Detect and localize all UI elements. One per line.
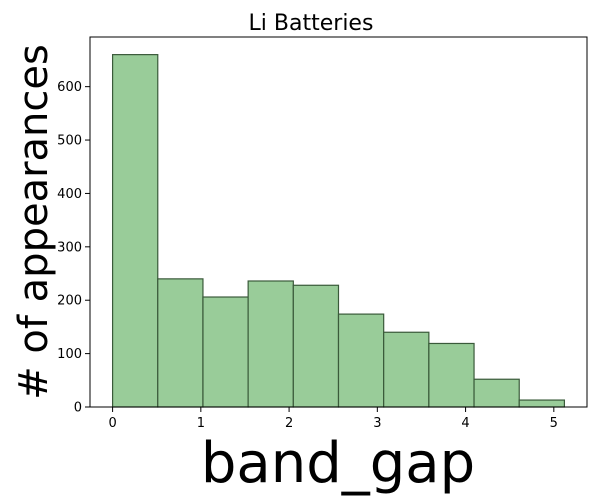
histogram-bar-9 xyxy=(473,378,520,408)
y-tick-label: 0 xyxy=(74,401,82,416)
y-tick-label: 500 xyxy=(57,134,82,149)
histogram-bar-3 xyxy=(202,296,249,408)
y-tick-label: 300 xyxy=(57,240,82,255)
histogram-bar-4 xyxy=(247,280,294,408)
x-tick-label: 5 xyxy=(550,416,558,431)
y-tick-label: 400 xyxy=(57,187,82,202)
plot-area-frame xyxy=(89,36,588,408)
x-tick-label: 4 xyxy=(461,416,469,431)
x-tick-label: 2 xyxy=(285,416,293,431)
y-tick-label: 600 xyxy=(57,80,82,95)
histogram-bar-10 xyxy=(518,399,566,408)
y-tick-label: 100 xyxy=(57,347,82,362)
x-tick-label: 3 xyxy=(373,416,381,431)
histogram-bar-5 xyxy=(292,284,340,408)
histogram-bar-7 xyxy=(383,331,430,408)
histogram-bar-8 xyxy=(428,342,475,408)
y-tick-label: 200 xyxy=(57,294,82,309)
x-ticks-group: 0 1 2 3 4 5 xyxy=(108,407,558,431)
chart-title: Li Batteries xyxy=(249,11,374,36)
histogram-bar-1 xyxy=(111,54,159,408)
y-axis-label: # of appearances xyxy=(11,44,57,400)
bars-group xyxy=(111,54,566,408)
x-tick-label: 1 xyxy=(197,416,205,431)
histogram-bar-2 xyxy=(157,278,204,408)
y-ticks-group: 0 100 200 300 400 500 600 xyxy=(57,80,90,416)
x-axis-label: band_gap xyxy=(201,431,475,496)
histogram-bar-6 xyxy=(337,313,385,408)
x-tick-label: 0 xyxy=(108,416,116,431)
